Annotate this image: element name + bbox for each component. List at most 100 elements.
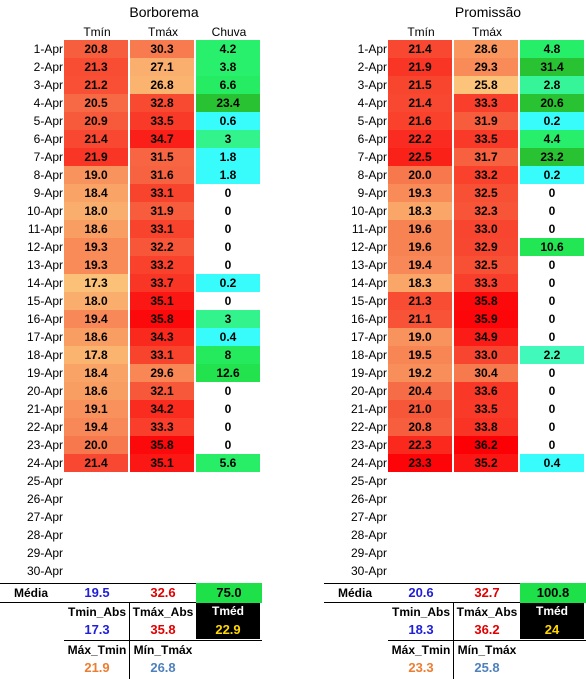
day-label: 12-Apr — [26, 240, 63, 254]
tmin-cell: 21.2 — [64, 76, 128, 94]
tmax-abs-label: Tmáx_Abs — [456, 605, 518, 619]
media-tmin: 20.6 — [408, 585, 434, 600]
panel-title: Borborema — [129, 4, 199, 20]
summary-mid-line — [0, 602, 262, 603]
day-label: 30-Apr — [26, 564, 63, 578]
maxmin-sep — [453, 641, 454, 679]
tmin-cell: 18.0 — [64, 292, 128, 310]
tmax-cell: 32.2 — [130, 238, 194, 256]
day-label: 8-Apr — [33, 168, 63, 182]
day-label: 9-Apr — [357, 186, 387, 200]
tmin-cell: 19.2 — [388, 364, 452, 382]
chuva-cell: 2.8 — [520, 76, 584, 94]
tmin-cell: 20.9 — [64, 112, 128, 130]
tmax-cell: 25.8 — [454, 76, 518, 94]
tmin-cell: 19.6 — [388, 238, 452, 256]
max-tmin-label: Máx_Tmin — [391, 643, 451, 657]
day-label: 29-Apr — [26, 546, 63, 560]
chuva-cell: 0 — [520, 202, 584, 220]
abs-bottom-line — [388, 640, 586, 641]
day-label: 5-Apr — [33, 114, 63, 128]
chuva-cell: 0 — [196, 202, 260, 220]
day-label: 21-Apr — [26, 402, 63, 416]
chuva-cell: 0 — [520, 220, 584, 238]
tmax-cell: 33.5 — [454, 130, 518, 148]
tmin-cell: 21.9 — [64, 148, 128, 166]
chuva-cell: 0.6 — [196, 112, 260, 130]
day-label: 26-Apr — [350, 492, 387, 506]
chuva-cell: 0 — [520, 382, 584, 400]
tmax-cell: 33.8 — [454, 418, 518, 436]
day-label: 20-Apr — [26, 384, 63, 398]
day-label: 10-Apr — [350, 204, 387, 218]
tmax-cell: 32.1 — [130, 382, 194, 400]
tmax-cell: 27.1 — [130, 58, 194, 76]
day-label: 5-Apr — [357, 114, 387, 128]
chuva-cell: 0 — [520, 400, 584, 418]
tmin-cell: 19.5 — [388, 346, 452, 364]
column-header: Tmín — [83, 25, 111, 39]
media-chuva: 100.8 — [520, 583, 586, 603]
chuva-cell: 0 — [196, 184, 260, 202]
abs-sep — [129, 603, 130, 640]
day-label: 2-Apr — [33, 60, 63, 74]
tmax-cell: 32.5 — [454, 256, 518, 274]
chuva-cell: 12.6 — [196, 364, 260, 382]
tmax-abs: 35.8 — [150, 622, 176, 637]
tmin-cell: 22.2 — [388, 130, 452, 148]
chuva-cell: 23.2 — [520, 148, 584, 166]
day-label: 17-Apr — [26, 330, 63, 344]
chuva-cell: 0 — [520, 184, 584, 202]
tmin-cell: 19.6 — [388, 220, 452, 238]
maxmin-sep — [129, 641, 130, 679]
chuva-cell: 3 — [196, 310, 260, 328]
chuva-cell: 3.8 — [196, 58, 260, 76]
tmax-abs: 36.2 — [474, 622, 500, 637]
chuva-cell: 0.4 — [196, 328, 260, 346]
day-label: 6-Apr — [33, 132, 63, 146]
tmax-cell: 30.3 — [130, 40, 194, 58]
tmax-cell: 33.2 — [130, 256, 194, 274]
tmin-cell: 18.6 — [64, 220, 128, 238]
chuva-cell: 2.2 — [520, 346, 584, 364]
tmin-abs-label: Tmin_Abs — [391, 605, 450, 619]
tmed-value: 22.9 — [196, 620, 260, 639]
tmax-cell: 34.3 — [130, 328, 194, 346]
chuva-cell: 4.8 — [520, 40, 584, 58]
min-tmax-label: Mín_Tmáx — [457, 643, 517, 657]
day-label: 22-Apr — [350, 420, 387, 434]
tmin-cell: 19.4 — [64, 418, 128, 436]
day-label: 15-Apr — [26, 294, 63, 308]
tmin-cell: 18.0 — [64, 202, 128, 220]
chuva-cell: 0.2 — [520, 112, 584, 130]
day-label: 28-Apr — [26, 528, 63, 542]
abs-sep — [453, 603, 454, 640]
day-label: 1-Apr — [357, 42, 387, 56]
tmax-cell: 28.6 — [454, 40, 518, 58]
media-tmin: 19.5 — [84, 585, 110, 600]
chuva-cell: 4.2 — [196, 40, 260, 58]
day-label: 18-Apr — [350, 348, 387, 362]
tmin-cell: 19.0 — [388, 328, 452, 346]
day-label: 15-Apr — [350, 294, 387, 308]
tmin-cell: 20.0 — [64, 436, 128, 454]
tmax-cell: 35.8 — [130, 310, 194, 328]
tmax-cell: 35.8 — [130, 436, 194, 454]
tmin-cell: 19.3 — [64, 256, 128, 274]
tmin-cell: 21.1 — [388, 310, 452, 328]
tmin-abs: 17.3 — [84, 622, 110, 637]
tmed-label: Tméd — [520, 603, 584, 620]
column-header: Chuva — [211, 25, 247, 39]
tmax-cell: 34.9 — [454, 328, 518, 346]
station-panel-promissao: Promissão Tmín Tmáx 1-Apr 2-Apr 3-Apr 4-Apr 5-A… — [324, 0, 586, 679]
chuva-cell: 0 — [520, 256, 584, 274]
tmin-cell: 21.3 — [64, 58, 128, 76]
chuva-cell: 10.6 — [520, 238, 584, 256]
chuva-cell: 0 — [520, 436, 584, 454]
tmax-cell: 34.2 — [130, 400, 194, 418]
day-label: 3-Apr — [357, 78, 387, 92]
abs-bottom-line — [64, 640, 262, 641]
tmax-cell: 31.9 — [454, 112, 518, 130]
tmin-cell: 20.0 — [388, 166, 452, 184]
chuva-cell: 20.6 — [520, 94, 584, 112]
